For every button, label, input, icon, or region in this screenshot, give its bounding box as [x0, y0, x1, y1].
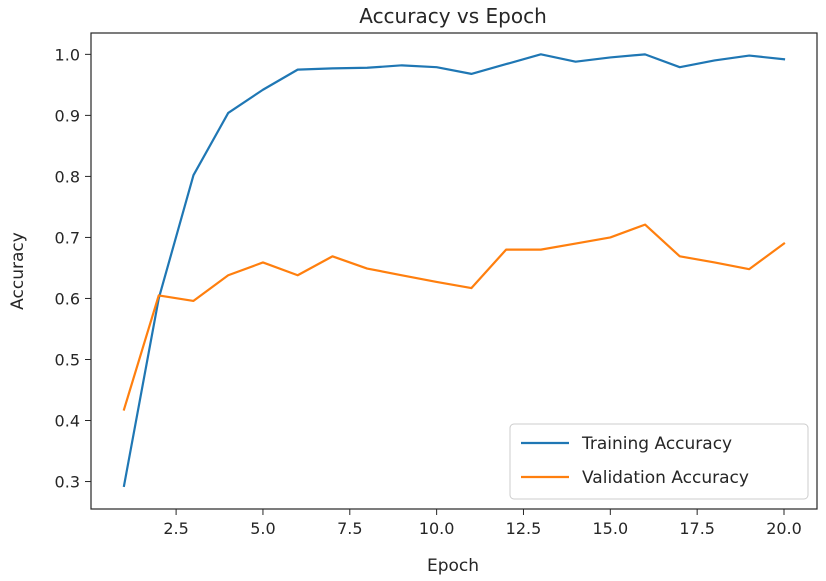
- y-tick-label: 0.6: [55, 289, 80, 308]
- legend-label-validation: Validation Accuracy: [582, 468, 749, 488]
- x-tick-label: 12.5: [506, 519, 542, 538]
- x-tick-label: 20.0: [766, 519, 802, 538]
- series-layer: [122, 53, 786, 488]
- chart-title: Accuracy vs Epoch: [359, 4, 547, 28]
- y-tick-label: 1.0: [55, 45, 80, 64]
- y-tick-label: 0.5: [55, 350, 80, 369]
- x-tick-label: 15.0: [593, 519, 629, 538]
- x-axis: 2.5 5.0 7.5 10.0 12.5 15.0 17.5 20.0: [163, 509, 802, 538]
- y-tick-label: 0.3: [55, 473, 80, 492]
- y-axis-label: Accuracy: [8, 232, 28, 310]
- x-tick-label: 2.5: [163, 519, 188, 538]
- x-tick-label: 5.0: [250, 519, 275, 538]
- plot-area: [90, 32, 818, 510]
- x-axis-label: Epoch: [427, 556, 479, 576]
- x-tick-label: 7.5: [337, 519, 362, 538]
- y-tick-label: 0.7: [55, 228, 80, 247]
- legend-box: [509, 423, 809, 500]
- y-axis: 0.3 0.4 0.5 0.6 0.7 0.8 0.9 1.0: [55, 45, 91, 492]
- y-tick-label: 0.4: [55, 412, 80, 431]
- x-tick-label: 17.5: [679, 519, 715, 538]
- plot-frame: [90, 32, 818, 510]
- legend: Training Accuracy Validation Accuracy: [509, 423, 809, 500]
- series-line-validation: [122, 223, 786, 411]
- legend-label-training: Training Accuracy: [581, 434, 732, 454]
- x-tick-label: 10.0: [419, 519, 455, 538]
- y-tick-label: 0.8: [55, 167, 80, 186]
- y-tick-label: 0.9: [55, 106, 80, 125]
- series-line-training: [122, 53, 786, 488]
